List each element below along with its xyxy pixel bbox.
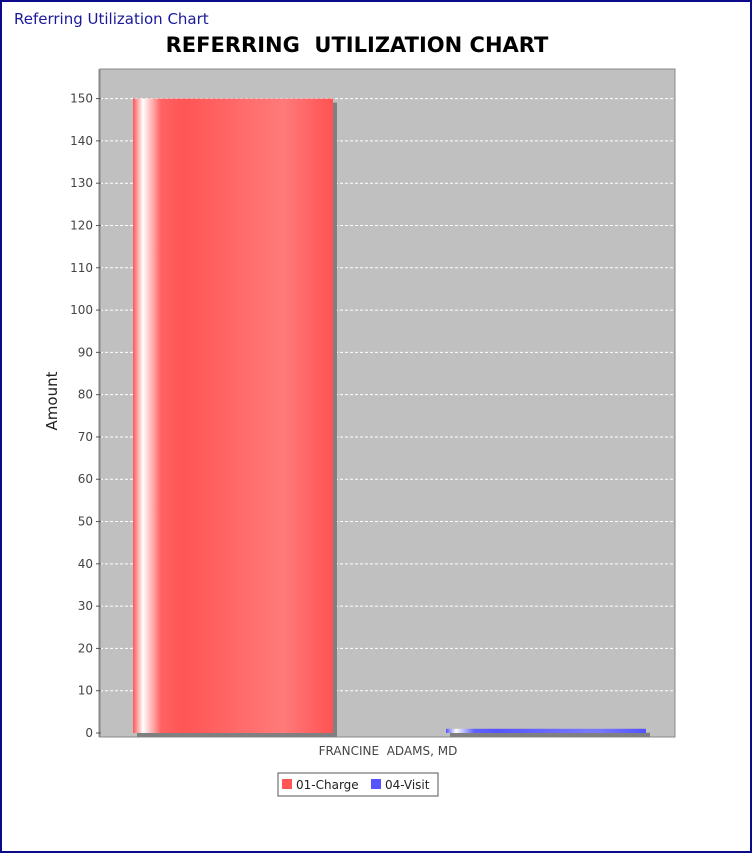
y-tick-label: 60 bbox=[78, 472, 93, 486]
legend-label: 04-Visit bbox=[385, 778, 430, 792]
legend-swatch bbox=[282, 779, 292, 789]
y-tick-label: 40 bbox=[78, 557, 93, 571]
bar-04-visit bbox=[446, 728, 646, 733]
legend-swatch bbox=[371, 779, 381, 789]
y-tick-label: 0 bbox=[85, 726, 93, 740]
bar-01-charge bbox=[133, 98, 333, 733]
y-axis-ticks: 0 10 20 30 40 50 60 70 80 90 100 110 120 130 140 150 bbox=[70, 92, 101, 740]
y-tick-label: 30 bbox=[78, 599, 93, 613]
window-title: Referring Utilization Chart bbox=[14, 10, 209, 28]
y-axis-title: Amount bbox=[43, 371, 61, 430]
legend-box bbox=[277, 772, 439, 797]
y-tick-label: 70 bbox=[78, 430, 93, 444]
y-tick-label: 120 bbox=[70, 218, 93, 232]
legend-label: 01-Charge bbox=[296, 778, 359, 792]
y-tick-label: 150 bbox=[70, 92, 93, 106]
y-tick-label: 130 bbox=[70, 176, 93, 190]
y-tick-label: 20 bbox=[78, 641, 93, 655]
chart-title: REFERRING UTILIZATION CHART bbox=[166, 33, 549, 57]
y-tick-label: 80 bbox=[78, 388, 93, 402]
y-tick-label: 50 bbox=[78, 515, 93, 529]
y-tick-label: 10 bbox=[78, 684, 93, 698]
y-tick-label: 100 bbox=[70, 303, 93, 317]
y-tick-label: 110 bbox=[70, 261, 93, 275]
x-category-label: FRANCINE ADAMS, MD bbox=[319, 744, 458, 758]
y-tick-label: 140 bbox=[70, 134, 93, 148]
bars bbox=[133, 98, 650, 737]
legend: 01-Charge 04-Visit bbox=[277, 772, 439, 797]
y-tick-label: 90 bbox=[78, 345, 93, 359]
bar-shadow bbox=[450, 732, 650, 737]
